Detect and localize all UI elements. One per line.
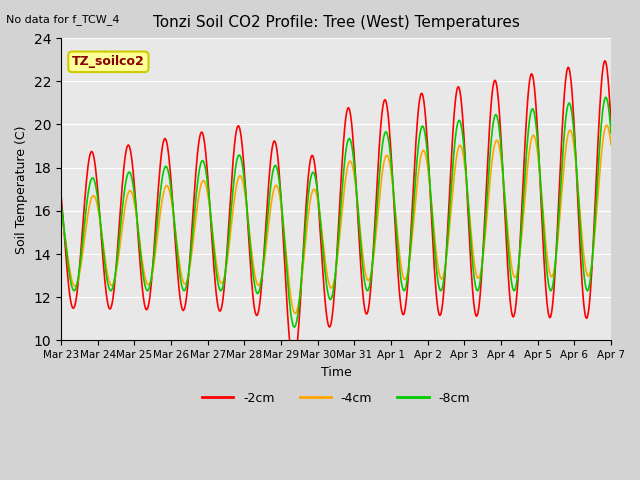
-4cm xyxy=(404,271,412,276)
-4cm xyxy=(57,209,65,215)
-4cm xyxy=(420,147,428,153)
-8cm xyxy=(404,274,412,280)
-8cm xyxy=(291,324,298,330)
-2cm xyxy=(180,308,188,313)
-2cm xyxy=(607,121,615,127)
-2cm xyxy=(404,284,412,289)
-2cm xyxy=(601,58,609,64)
-8cm xyxy=(67,280,75,286)
Line: -8cm: -8cm xyxy=(61,97,611,327)
-8cm xyxy=(57,200,65,206)
Legend: -2cm, -4cm, -8cm: -2cm, -4cm, -8cm xyxy=(197,387,476,410)
-2cm xyxy=(124,143,131,148)
-4cm xyxy=(607,142,615,147)
-4cm xyxy=(124,192,131,198)
-2cm xyxy=(67,300,75,305)
-4cm xyxy=(291,311,299,316)
-4cm xyxy=(603,122,611,128)
X-axis label: Time: Time xyxy=(321,366,351,379)
-4cm xyxy=(209,228,216,234)
Y-axis label: Soil Temperature (C): Soil Temperature (C) xyxy=(15,125,28,253)
-2cm xyxy=(57,192,65,198)
-2cm xyxy=(290,361,298,367)
-8cm xyxy=(209,232,216,238)
Line: -4cm: -4cm xyxy=(61,125,611,313)
-2cm xyxy=(420,96,428,102)
Line: -2cm: -2cm xyxy=(61,61,611,364)
Title: Tonzi Soil CO2 Profile: Tree (West) Temperatures: Tonzi Soil CO2 Profile: Tree (West) Temp… xyxy=(152,15,520,30)
Text: TZ_soilco2: TZ_soilco2 xyxy=(72,55,145,68)
-8cm xyxy=(420,125,428,131)
-8cm xyxy=(124,171,131,177)
-8cm xyxy=(607,130,615,136)
-4cm xyxy=(67,274,75,279)
-4cm xyxy=(180,279,188,285)
-2cm xyxy=(209,244,216,250)
-8cm xyxy=(602,95,609,100)
-8cm xyxy=(180,288,188,293)
Text: No data for f_TCW_4: No data for f_TCW_4 xyxy=(6,14,120,25)
